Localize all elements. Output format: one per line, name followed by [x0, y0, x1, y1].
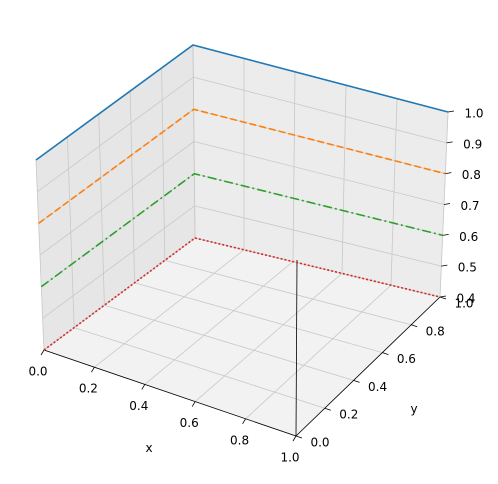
y-axis-line — [295, 296, 441, 437]
z-tick-label: 0.6 — [459, 230, 478, 244]
x-tick-mark — [141, 384, 146, 390]
y-tick-label: 0.0 — [310, 436, 329, 450]
y-gridline-floor — [104, 304, 354, 381]
y-gridline-floor — [164, 260, 412, 326]
series-layer — [35, 44, 449, 351]
z-tick-mark — [443, 203, 451, 205]
z-tick-mark — [442, 233, 449, 236]
x-gridline-floor — [245, 284, 392, 420]
series-line-4 — [43, 237, 441, 351]
y-tick-mark — [324, 407, 331, 411]
x-tick-label: 0.8 — [230, 433, 249, 447]
y-gridline-floor — [134, 282, 383, 353]
series-line-3 — [40, 172, 443, 288]
z-tick-mark — [439, 295, 447, 298]
z-tick-label: 1.0 — [464, 107, 483, 121]
z-tick-mark — [441, 264, 448, 267]
z-gridline-left — [37, 76, 194, 192]
axis-lines — [40, 110, 455, 442]
y-axis-label: y — [410, 402, 417, 416]
z-tick-mark — [446, 141, 453, 144]
x-axis-line — [43, 349, 297, 437]
series-line-1 — [35, 44, 449, 161]
x-tick-label: 0.0 — [28, 365, 47, 379]
z-gridline-left — [39, 141, 195, 256]
z-gridline-back — [193, 76, 447, 144]
x-tick-label: 0.6 — [180, 416, 199, 430]
z-gridline-left — [42, 205, 195, 319]
z-tick-mark — [445, 172, 452, 175]
y-tick-mark — [382, 352, 389, 355]
y-tick-mark — [439, 296, 447, 300]
x-gridline-floor — [194, 273, 343, 402]
axis-panes — [35, 44, 449, 437]
x-tick-mark — [242, 418, 246, 425]
z-tick-label: 0.9 — [463, 137, 482, 151]
y-tick-label: 0.4 — [368, 380, 387, 394]
y-tick-mark — [411, 324, 418, 328]
y-gridline-floor — [74, 327, 325, 409]
y-tick-mark — [295, 435, 303, 439]
z-gridline-back — [194, 237, 441, 298]
x-tick-label: 0.2 — [79, 382, 98, 396]
y-tick-label: 0.2 — [339, 408, 358, 422]
x-gridline-floor — [144, 261, 294, 385]
z-tick-mark — [447, 110, 455, 113]
z-gridline-back — [193, 141, 445, 205]
x-tick-mark — [91, 366, 95, 373]
tick-labels: 0.00.20.40.60.81.00.00.20.40.60.81.00.40… — [28, 107, 483, 465]
y-tick-label: 1.0 — [454, 297, 473, 311]
y-tick-label: 0.8 — [426, 324, 445, 338]
z-tick-label: 0.7 — [460, 199, 479, 213]
x-axis-label: x — [145, 441, 152, 455]
x-gridline-floor — [94, 249, 245, 368]
x-tick-mark — [191, 401, 196, 407]
z-tick-label: 0.8 — [462, 168, 481, 182]
x-tick-mark — [292, 435, 297, 442]
z-gridline-back — [194, 205, 442, 267]
y-tick-label: 0.6 — [397, 352, 416, 366]
x-tick-mark — [40, 349, 45, 356]
z-tick-label: 0.4 — [456, 292, 475, 306]
x-tick-label: 0.4 — [129, 399, 148, 413]
x-tick-label: 1.0 — [280, 451, 299, 465]
z-tick-label: 0.5 — [458, 261, 477, 275]
y-tick-mark — [353, 380, 360, 383]
z-axis-line — [295, 259, 298, 437]
series-line-2 — [38, 108, 446, 224]
